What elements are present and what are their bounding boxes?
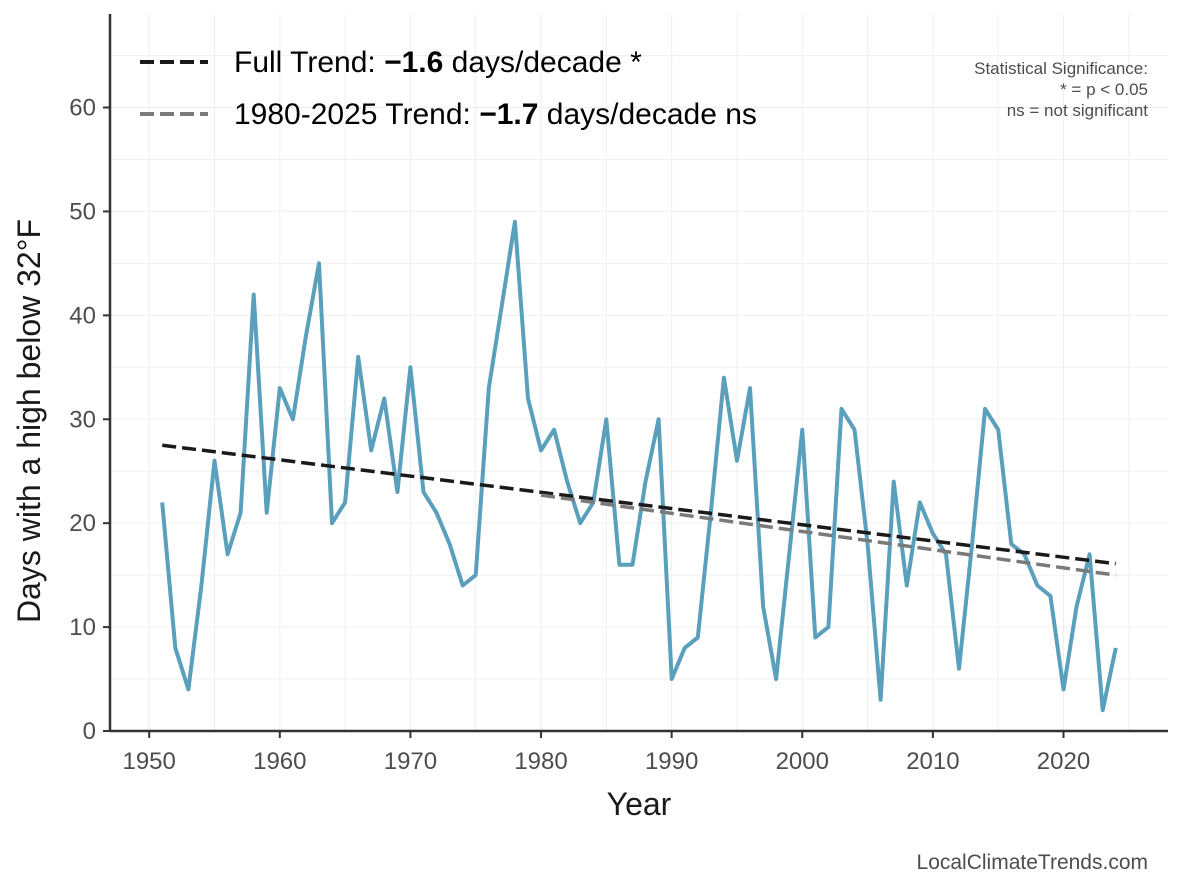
full-trend-line (162, 443, 1116, 566)
x-tick-label: 2010 (906, 748, 959, 775)
x-tick-label: 2020 (1037, 748, 1090, 775)
x-tick-label: 1950 (122, 748, 175, 775)
y-gridlines (110, 55, 1168, 680)
y-tick-label: 40 (69, 302, 96, 329)
x-tick-label: 2000 (776, 748, 829, 775)
y-tick-label: 10 (69, 614, 96, 641)
legend-recent-trend-label: 1980-2025 Trend: −1.7 days/decade ns (234, 98, 757, 131)
significance-note: Statistical Significance: * = p < 0.05 n… (974, 59, 1148, 120)
x-tick-label: 1970 (384, 748, 437, 775)
significance-ns: ns = not significant (1007, 101, 1149, 120)
x-tick-label: 1990 (645, 748, 698, 775)
x-axis-title: Year (607, 786, 672, 822)
x-tick-label: 1960 (253, 748, 306, 775)
recent-trend-line (540, 493, 1116, 577)
y-tick-label: 30 (69, 406, 96, 433)
x-axis-ticks: 1950 1960 1970 1980 1990 2000 2010 2020 (122, 731, 1090, 775)
legend: Full Trend: −1.6 days/decade * 1980-2025… (140, 46, 757, 131)
x-tick-label: 1980 (514, 748, 567, 775)
y-axis-ticks: 0 10 20 30 40 50 60 (69, 95, 110, 745)
legend-full-trend-label: Full Trend: −1.6 days/decade * (234, 46, 642, 79)
y-tick-label: 20 (69, 510, 96, 537)
y-tick-label: 60 (69, 95, 96, 122)
y-tick-label: 50 (69, 198, 96, 225)
series-line (160, 219, 1118, 713)
y-axis-title: Days with a high below 32°F (11, 219, 47, 623)
significance-title: Statistical Significance: (974, 59, 1148, 78)
y-tick-label: 0 (83, 718, 96, 745)
source-credit: LocalClimateTrends.com (917, 851, 1148, 874)
significance-star: * = p < 0.05 (1060, 80, 1148, 99)
